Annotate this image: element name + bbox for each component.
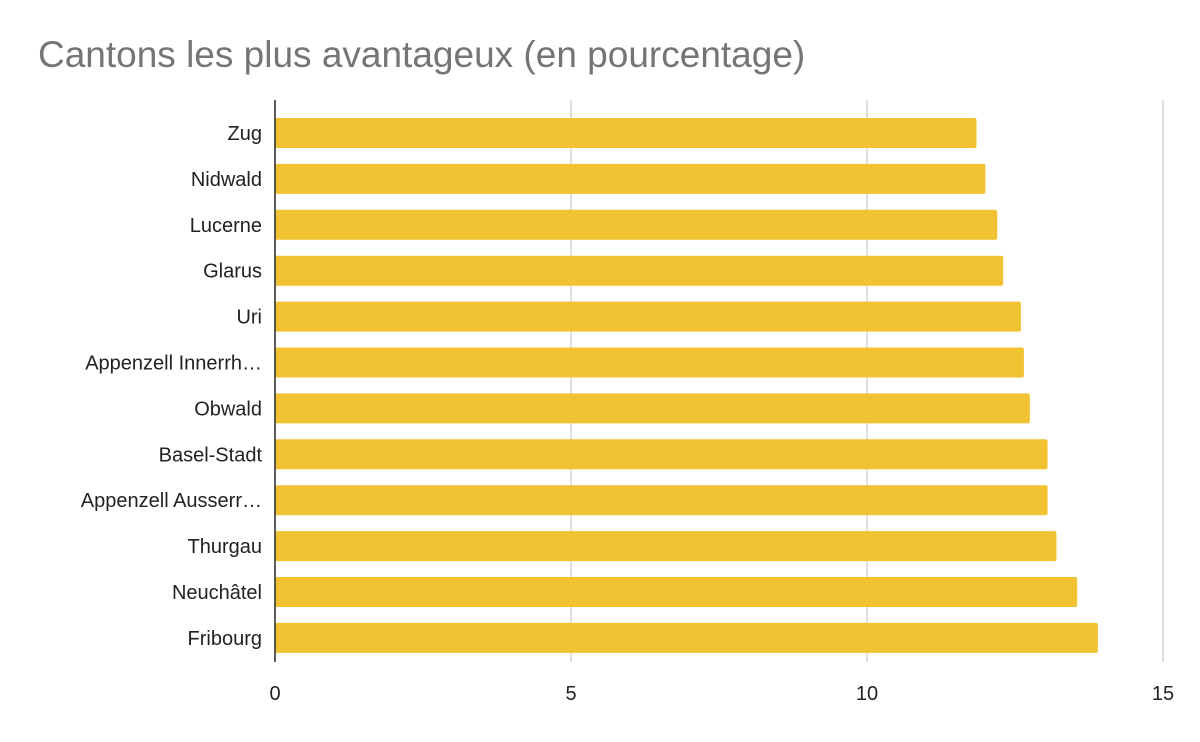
category-label: Basel-Stadt [159, 444, 263, 466]
bar [275, 485, 1048, 516]
bar [275, 347, 1024, 378]
x-tick-label: 5 [565, 683, 576, 705]
bar [275, 439, 1048, 470]
x-tick-label: 15 [1152, 683, 1174, 705]
category-labels: Zug Nidwald Lucerne Glarus Uri Appenzell Inne… [81, 123, 263, 650]
x-tick-labels: 0 5 10 15 [269, 683, 1174, 705]
category-label: Neuchâtel [172, 582, 262, 604]
category-label: Fribourg [188, 628, 262, 650]
bar [275, 163, 986, 194]
category-label: Zug [228, 123, 262, 145]
category-label: Nidwald [191, 169, 262, 191]
bar [275, 118, 977, 148]
bar [275, 393, 1030, 424]
category-label: Appenzell Innerrh… [85, 353, 262, 375]
bar [275, 622, 1098, 653]
chart-title: Cantons les plus avantageux (en pourcent… [38, 34, 806, 75]
category-label: Lucerne [190, 215, 262, 237]
bar [275, 209, 998, 240]
bar [275, 531, 1057, 562]
category-label: Glarus [203, 261, 262, 283]
category-label: Uri [236, 307, 262, 329]
category-label: Thurgau [188, 536, 263, 558]
category-label: Obwald [194, 398, 262, 420]
x-tick-label: 0 [269, 683, 280, 705]
bar [275, 301, 1021, 332]
x-tick-label: 10 [856, 683, 878, 705]
bar [275, 577, 1078, 607]
bars [275, 118, 1098, 653]
category-label: Appenzell Ausserr… [81, 490, 262, 512]
bar [275, 255, 1004, 286]
